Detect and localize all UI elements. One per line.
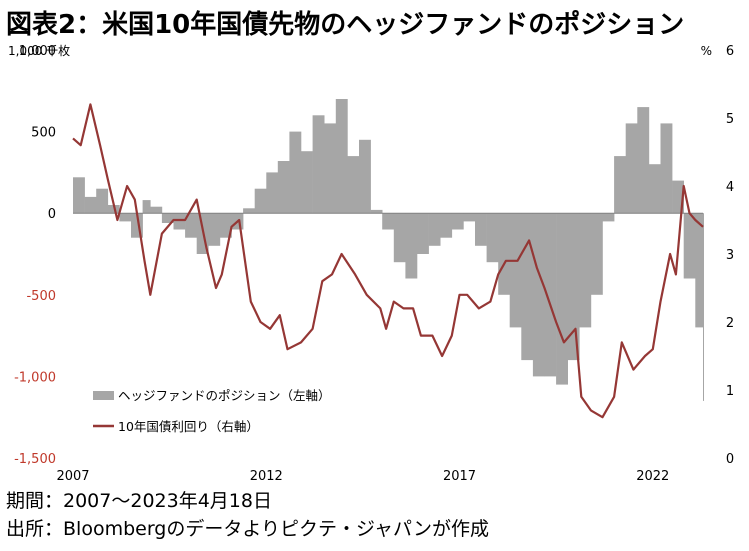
yield-line — [72, 103, 704, 419]
left-axis-unit: 1,000 千枚 — [8, 43, 70, 58]
left-tick-label: 1,000 — [19, 44, 56, 59]
position-bar — [335, 99, 348, 214]
position-bar — [475, 213, 487, 246]
left-tick-label: -500 — [26, 289, 56, 304]
position-bar — [131, 213, 143, 238]
left-tick-label: 0 — [48, 207, 56, 222]
right-tick-label: 1 — [726, 384, 734, 399]
position-bar — [405, 213, 418, 279]
position-bar — [208, 213, 221, 246]
right-tick-label: 5 — [726, 112, 734, 127]
position-bar — [648, 164, 661, 214]
position-bar — [498, 213, 511, 295]
position-bar — [532, 213, 545, 377]
position-bar — [254, 188, 267, 214]
x-tick-label: 2012 — [250, 469, 283, 484]
position-bar — [382, 213, 395, 230]
position-bar — [660, 123, 673, 214]
x-tick-label: 2022 — [636, 469, 669, 484]
position-bar — [567, 213, 580, 361]
position-bar — [185, 213, 197, 238]
position-bar — [579, 213, 592, 328]
position-bar — [312, 115, 325, 214]
position-bar — [695, 213, 704, 328]
right-axis-unit: % — [701, 44, 712, 58]
position-bar — [486, 213, 499, 263]
left-tick-label: 500 — [31, 126, 56, 141]
position-bar — [173, 213, 186, 230]
position-bar — [417, 213, 429, 254]
position-bar — [73, 177, 85, 214]
position-bar — [84, 196, 97, 214]
position-bar — [301, 151, 313, 214]
position-bar — [359, 139, 371, 214]
position-bar — [637, 107, 650, 214]
position-bar — [544, 213, 557, 377]
position-bar — [393, 213, 406, 263]
position-bar — [590, 213, 603, 295]
position-bar — [556, 213, 568, 385]
position-bar — [119, 213, 132, 222]
page-title: 図表2：米国10年国債先物のヘッジファンドのポジション — [6, 10, 685, 40]
right-tick-label: 6 — [726, 44, 734, 59]
position-bar — [289, 131, 302, 214]
position-bar — [96, 188, 109, 214]
right-tick-label: 3 — [726, 248, 734, 263]
position-bar — [150, 206, 163, 214]
position-bar — [440, 213, 453, 238]
left-tick-label: -1,000 — [14, 370, 56, 385]
position-bar — [509, 213, 522, 328]
position-bar — [672, 180, 684, 214]
x-tick-label: 2007 — [56, 469, 89, 484]
right-tick-label: 4 — [726, 180, 734, 195]
position-bar — [463, 213, 476, 222]
position-bar — [614, 156, 626, 214]
position-bar — [243, 208, 255, 214]
right-tick-label: 0 — [726, 452, 734, 467]
position-bar — [602, 213, 615, 222]
position-bar — [625, 123, 638, 214]
position-bar — [703, 213, 704, 401]
position-bar — [521, 213, 534, 361]
position-bar — [683, 213, 696, 279]
footer-period: 期間：2007～2023年4月18日 — [6, 490, 272, 512]
position-bar — [277, 161, 290, 214]
footer-source: 出所：Bloombergのデータよりピクテ・ジャパンが作成 — [6, 518, 489, 540]
position-bar — [347, 156, 360, 214]
position-bar — [266, 172, 279, 214]
legend-swatch-positions — [93, 391, 114, 400]
position-bar — [142, 200, 151, 214]
x-tick-label: 2017 — [443, 469, 476, 484]
legend-label-positions: ヘッジファンドのポジション（左軸） — [118, 388, 331, 403]
position-bar — [451, 213, 464, 230]
position-bar — [324, 123, 337, 214]
position-bar — [428, 213, 441, 246]
position-bar — [219, 213, 232, 238]
left-tick-label: -1,500 — [14, 452, 56, 467]
legend-label-yield: 10年国債利回り（右軸） — [118, 419, 259, 434]
right-tick-label: 2 — [726, 316, 734, 331]
position-bar — [370, 209, 383, 214]
position-bar — [161, 213, 174, 223]
